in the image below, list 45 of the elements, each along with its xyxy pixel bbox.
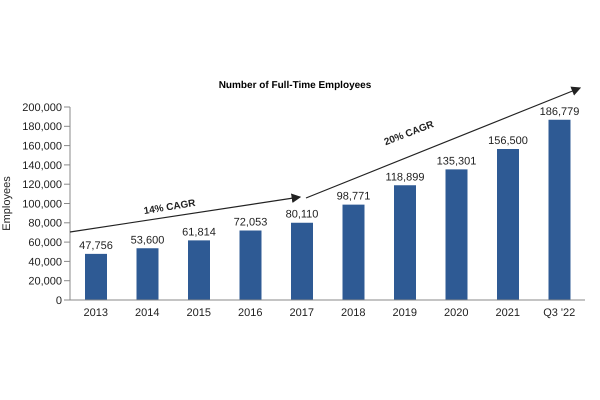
data-label: 47,756 xyxy=(79,240,113,252)
data-label: 72,053 xyxy=(234,216,268,228)
y-tick-label: 80,000 xyxy=(28,218,62,230)
annotation: 20% CAGR xyxy=(382,118,436,148)
bar xyxy=(497,148,519,300)
y-tick-label: 140,000 xyxy=(22,160,62,172)
data-label: 98,771 xyxy=(336,190,370,203)
y-tick-label: 0 xyxy=(56,294,62,307)
y-tick-label: 180,000 xyxy=(22,121,62,134)
y-tick-label: 200,000 xyxy=(22,102,62,114)
data-label: 186,779 xyxy=(540,106,580,118)
x-tick-label: 2015 xyxy=(186,306,211,319)
x-tick-label: 2016 xyxy=(238,306,262,319)
bar xyxy=(394,185,416,300)
data-label: 118,899 xyxy=(386,171,424,184)
x-tick-label: 2017 xyxy=(290,306,314,319)
chart-title: Number of Full-Time Employees xyxy=(218,80,372,91)
bar xyxy=(342,204,364,300)
x-tick-label: 2013 xyxy=(84,306,108,319)
x-tick-label: 2014 xyxy=(135,306,160,319)
y-tick-label: 100,000 xyxy=(22,198,62,210)
data-label: 80,110 xyxy=(286,208,318,221)
data-label: 135,301 xyxy=(436,155,476,168)
y-tick-label: 120,000 xyxy=(22,179,62,192)
x-tick-label: Q3 '22 xyxy=(543,306,576,319)
bar xyxy=(446,169,468,300)
y-tick-label: 60,000 xyxy=(28,237,62,250)
y-tick-label: 20,000 xyxy=(28,276,62,288)
data-label: 53,600 xyxy=(130,234,164,246)
x-tick-label: 2019 xyxy=(392,306,417,319)
bar xyxy=(548,120,570,300)
bar xyxy=(85,254,107,300)
y-tick-label: 160,000 xyxy=(22,140,62,153)
y-axis-title: Employees xyxy=(0,176,13,231)
x-tick-label: 2018 xyxy=(341,306,366,319)
bar xyxy=(136,248,158,300)
data-label: 156,500 xyxy=(488,134,528,147)
data-label: 61,814 xyxy=(182,226,216,238)
y-tick-label: 40,000 xyxy=(28,256,62,268)
bar xyxy=(240,230,262,300)
bar xyxy=(291,222,313,300)
annotation: 14% CAGR xyxy=(142,198,198,218)
x-tick-label: 2021 xyxy=(496,306,520,319)
x-tick-label: 2020 xyxy=(444,306,468,319)
bar xyxy=(188,240,210,300)
